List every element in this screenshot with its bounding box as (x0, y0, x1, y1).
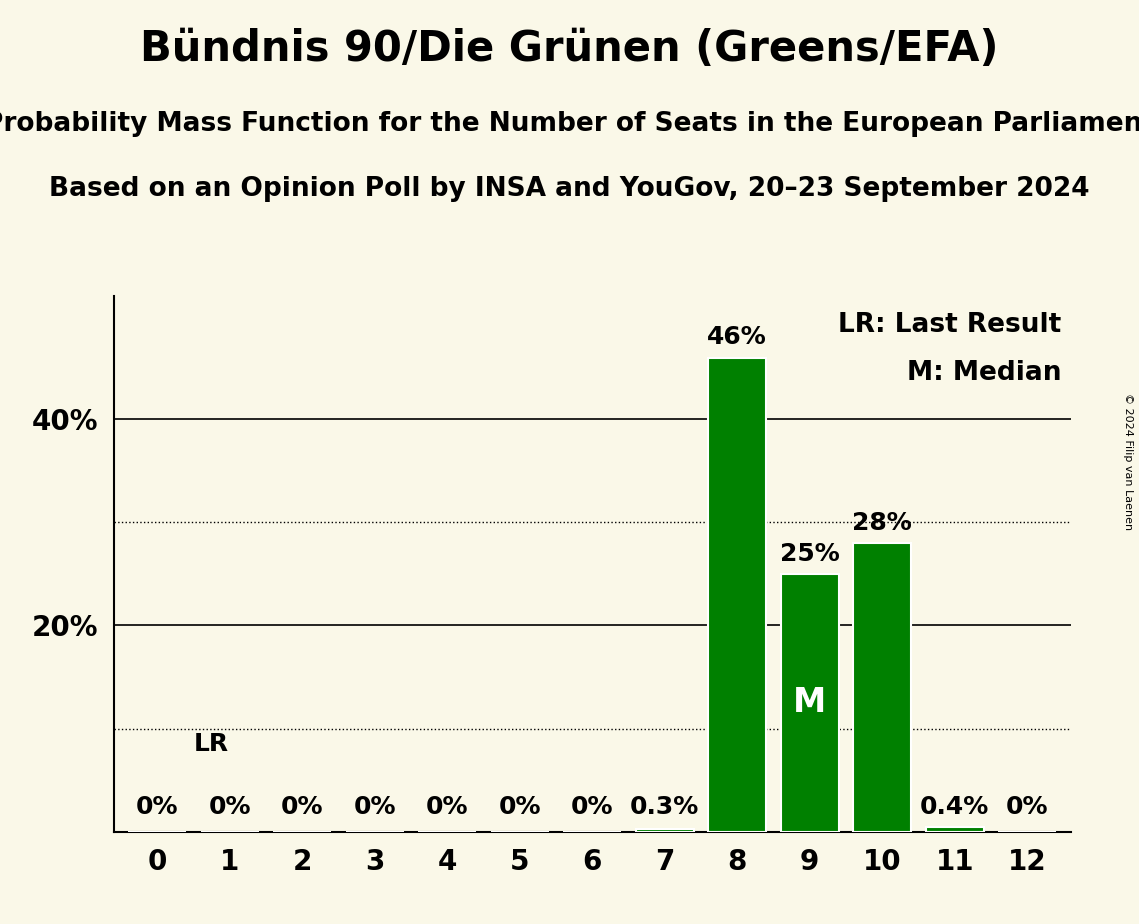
Bar (780, 574, 838, 832)
Text: 0%: 0% (353, 796, 396, 820)
Text: 0%: 0% (208, 796, 251, 820)
Text: M: Median: M: Median (907, 360, 1062, 386)
Text: Based on an Opinion Poll by INSA and YouGov, 20–23 September 2024: Based on an Opinion Poll by INSA and You… (49, 176, 1090, 201)
Text: 0%: 0% (499, 796, 541, 820)
Text: M: M (793, 687, 827, 719)
Text: © 2024 Filip van Laenen: © 2024 Filip van Laenen (1123, 394, 1133, 530)
Text: 0%: 0% (137, 796, 179, 820)
Text: Bündnis 90/Die Grünen (Greens/EFA): Bündnis 90/Die Grünen (Greens/EFA) (140, 28, 999, 69)
Text: 0.4%: 0.4% (920, 796, 990, 820)
Bar (708, 358, 767, 832)
Text: 28%: 28% (852, 511, 912, 535)
Bar (853, 543, 911, 832)
Text: 0.3%: 0.3% (630, 796, 699, 820)
Text: 0%: 0% (426, 796, 468, 820)
Text: 0%: 0% (281, 796, 323, 820)
Text: 46%: 46% (707, 325, 768, 349)
Text: 25%: 25% (780, 541, 839, 565)
Text: LR: LR (194, 732, 229, 756)
Text: 0%: 0% (1006, 796, 1048, 820)
Bar (636, 829, 694, 832)
Text: Probability Mass Function for the Number of Seats in the European Parliament: Probability Mass Function for the Number… (0, 111, 1139, 137)
Text: LR: Last Result: LR: Last Result (838, 311, 1062, 338)
Bar (926, 828, 984, 832)
Text: 0%: 0% (571, 796, 614, 820)
